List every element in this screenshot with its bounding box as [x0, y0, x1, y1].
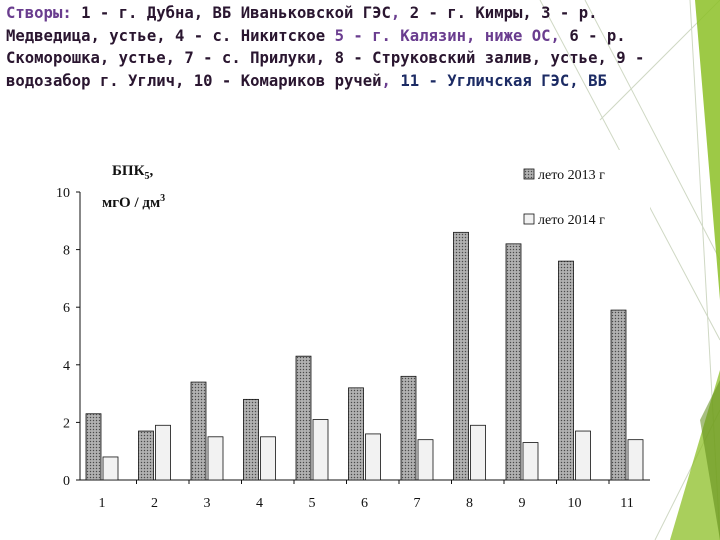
x-tick-label: 8: [466, 496, 473, 508]
y-axis-unit-main: мгО / дм: [102, 195, 160, 211]
heading-sep-2: ,: [381, 71, 401, 90]
x-tick-label: 1: [99, 496, 106, 508]
y-axis-unit-superscript: 3: [160, 193, 165, 204]
y-tick-label: 8: [63, 244, 70, 259]
bar-2014-site-8: [470, 424, 486, 481]
y-axis-label-comma: ,: [149, 163, 153, 179]
bar-2013-site-2: [138, 430, 154, 481]
legend-swatch-2014: [523, 213, 535, 225]
bar-2014-site-6: [365, 433, 381, 481]
bar-2014-site-10: [575, 430, 591, 481]
heading-prefix: Створы:: [6, 4, 82, 22]
heading-site-11: 11 - Угличская ГЭС, ВБ: [400, 71, 607, 90]
y-tick-label: 0: [63, 474, 70, 489]
legend-swatch-2013: [523, 168, 535, 180]
bar-2013-site-11: [610, 309, 627, 481]
x-tick-label: 7: [414, 496, 421, 508]
y-axis-label: БПК5,: [112, 163, 153, 182]
bar-2014-site-9: [522, 442, 539, 481]
bar-2014-site-11: [627, 439, 644, 481]
y-tick-label: 2: [63, 416, 70, 431]
x-tick-label: 4: [256, 496, 263, 508]
bar-2014-site-2: [155, 424, 171, 481]
legend-label-2014: лето 2014 г: [538, 213, 605, 228]
y-tick-label: 6: [63, 301, 70, 316]
bar-2013-site-8: [453, 231, 469, 481]
bar-2014-site-1: [102, 456, 119, 481]
bar-2013-site-3: [190, 381, 207, 481]
heading-sites-2-4: 2 - г. Кимры, 3 - р. Медведица, устье, 4…: [6, 4, 598, 45]
x-tick-label: 9: [519, 496, 526, 508]
corner-green-shape: [695, 0, 720, 300]
x-tick-label: 3: [204, 496, 211, 508]
x-tick-label: 2: [151, 496, 158, 508]
y-axis-label-main: БПК: [112, 163, 145, 179]
heading-sep-1: ,: [390, 4, 410, 22]
y-ticks: 0 2 4 6 8 10: [56, 186, 80, 489]
bar-2014-site-4: [260, 436, 276, 481]
heading-site-5: 5 - г. Калязин, ниже ОС,: [325, 26, 570, 45]
bar-2013-site-10: [558, 260, 574, 481]
x-tick-label: 6: [361, 496, 368, 508]
x-tick-label: 5: [309, 496, 316, 508]
y-axis-label-subscript: 5: [144, 171, 149, 182]
x-tick-label: 11: [620, 496, 633, 508]
y-tick-label: 4: [63, 359, 70, 374]
bar-2014-site-5: [312, 419, 329, 481]
bar-2014-site-7: [417, 439, 434, 481]
y-axis-unit: мгО / дм3: [102, 193, 165, 211]
bar-2014-site-3: [207, 436, 224, 481]
bar-2013-site-4: [243, 398, 259, 481]
heading-site-1: 1 - г. Дубна, ВБ Иваньковской ГЭС: [81, 4, 391, 22]
legend: лето 2013 г лето 2014 г: [523, 168, 605, 228]
bar-2013-site-9: [505, 243, 522, 481]
bar-2013-site-5: [295, 355, 312, 481]
bottom-dark-shape: [700, 380, 720, 540]
x-tick-label: 10: [568, 496, 582, 508]
bar-2013-site-6: [348, 387, 364, 481]
bar-2013-site-7: [400, 375, 417, 481]
slide-heading: Створы: 1 - г. Дубна, ВБ Иваньковской ГЭ…: [6, 2, 696, 92]
legend-label-2013: лето 2013 г: [538, 168, 605, 183]
x-ticks: 1 2 3 4 5 6 7 8 9 10 11: [99, 480, 634, 508]
bars: [85, 231, 644, 481]
y-tick-label: 10: [56, 186, 70, 201]
chart-panel: 0 2 4 6 8 10 1 2 3 4 5 6 7 8 9 10 11 БПК5, мгО / дм3 ле…: [45, 150, 650, 508]
heading-sites-6-10: 6 - р. Скоморошка, устье, 7 - с. Прилуки…: [6, 26, 645, 90]
bar-2013-site-1: [85, 413, 102, 481]
